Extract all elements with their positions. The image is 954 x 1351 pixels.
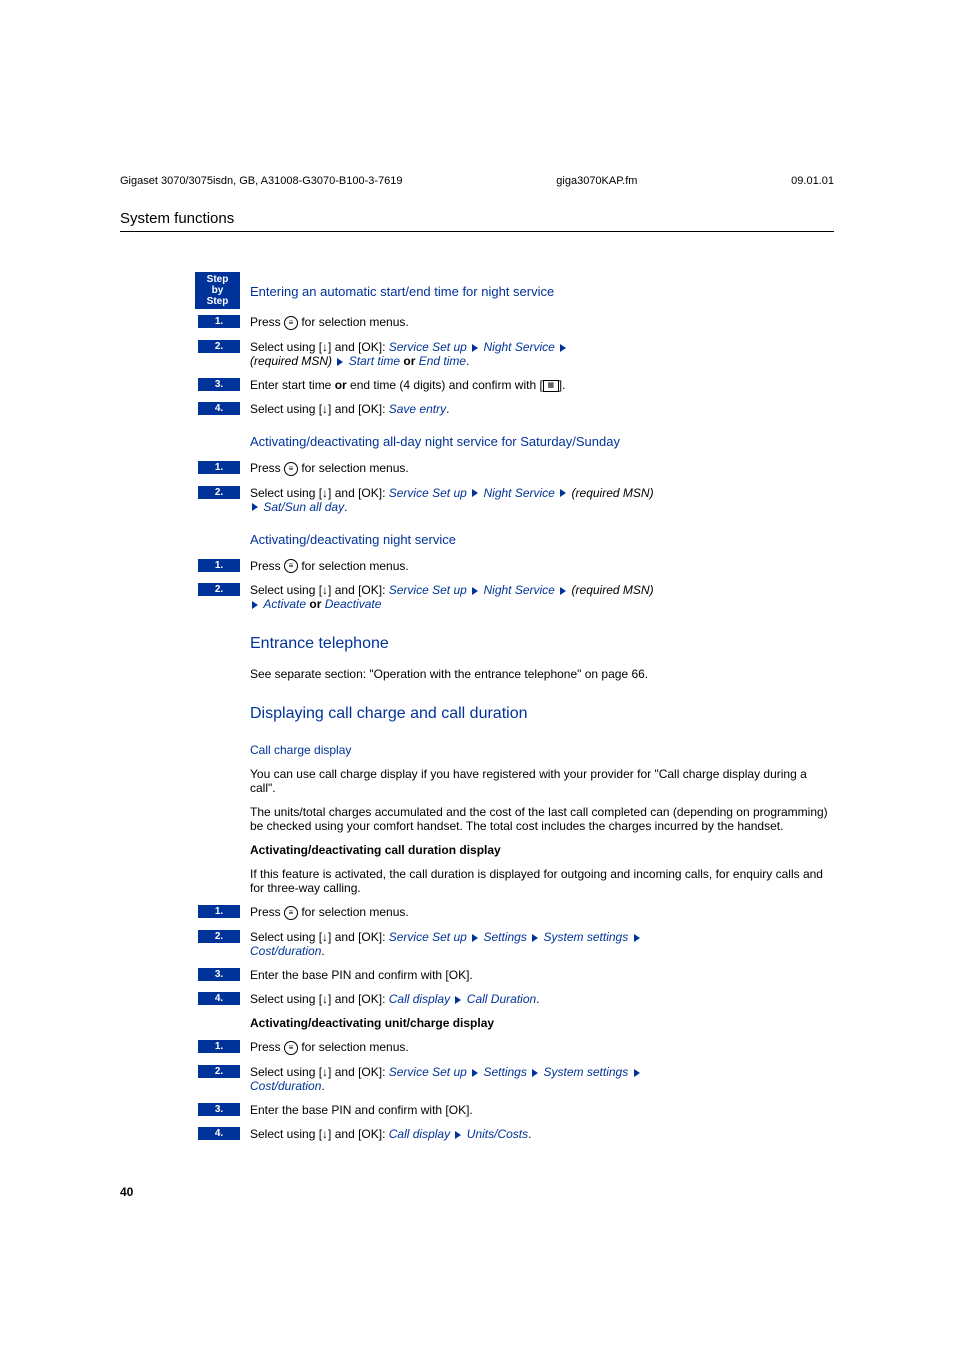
line-press-menu-1: Press ≡ for selection menus. <box>250 315 834 330</box>
step-3e: 3. <box>198 1103 240 1116</box>
line-select-4: Select using [↓] and [OK]: Service Set u… <box>250 930 834 958</box>
step-2e: 2. <box>198 1065 240 1078</box>
heading-act-calldur: Activating/deactivating call duration di… <box>250 843 834 857</box>
step-label-3: Step <box>207 296 229 307</box>
step-2c: 2. <box>198 583 240 596</box>
triangle-icon <box>455 996 461 1004</box>
line-select-1: Select using [↓] and [OK]: Service Set u… <box>250 340 834 368</box>
triangle-icon <box>455 1131 461 1139</box>
heading-callcharge: Call charge display <box>250 743 834 757</box>
line-press-menu-3: Press ≡ for selection menus. <box>250 559 834 574</box>
line-enter-start: Enter start time or end time (4 digits) … <box>250 378 834 392</box>
triangle-icon <box>560 344 566 352</box>
header-left: Gigaset 3070/3075isdn, GB, A31008-G3070-… <box>120 175 403 187</box>
heading-act-unit: Activating/deactivating unit/charge disp… <box>250 1016 834 1030</box>
keypad-icon: ▦ <box>543 380 559 392</box>
step-label-box: Step by Step <box>195 272 240 309</box>
step-1b: 1. <box>198 461 240 474</box>
triangle-icon <box>472 587 478 595</box>
triangle-icon <box>472 1069 478 1077</box>
heading-entrance: Entrance telephone <box>250 635 834 653</box>
line-select-2: Select using [↓] and [OK]: Service Set u… <box>250 486 834 514</box>
header-line: Gigaset 3070/3075isdn, GB, A31008-G3070-… <box>120 175 834 187</box>
line-save: Select using [↓] and [OK]: Save entry. <box>250 402 834 416</box>
line-enter-pin-1: Enter the base PIN and confirm with [OK]… <box>250 968 834 982</box>
step-4: 4. <box>198 402 240 415</box>
line-select-6: Select using [↓] and [OK]: Service Set u… <box>250 1065 834 1093</box>
heading-allday: Activating/deactivating all-day night se… <box>250 434 834 449</box>
step-3d: 3. <box>198 968 240 981</box>
menu-icon: ≡ <box>284 316 298 330</box>
triangle-icon <box>252 503 258 511</box>
line-press-menu-5: Press ≡ for selection menus. <box>250 1040 834 1055</box>
step-4d: 4. <box>198 992 240 1005</box>
step-4e: 4. <box>198 1127 240 1140</box>
triangle-icon <box>472 934 478 942</box>
step-label-2: by <box>212 285 224 296</box>
cc-body2: The units/total charges accumulated and … <box>250 805 834 833</box>
line-select-7: Select using [↓] and [OK]: Call display … <box>250 1127 834 1141</box>
header-right: 09.01.01 <box>791 175 834 187</box>
step-2d: 2. <box>198 930 240 943</box>
entrance-body: See separate section: "Operation with th… <box>250 667 834 681</box>
heading-act-night: Activating/deactivating night service <box>250 532 834 547</box>
triangle-icon <box>252 601 258 609</box>
triangle-icon <box>560 489 566 497</box>
heading-display-charge: Displaying call charge and call duration <box>250 705 834 723</box>
step-2: 2. <box>198 340 240 353</box>
menu-icon: ≡ <box>284 906 298 920</box>
step-1c: 1. <box>198 559 240 572</box>
heading-enter-time: Entering an automatic start/end time for… <box>250 284 834 299</box>
line-select-5: Select using [↓] and [OK]: Call display … <box>250 992 834 1006</box>
step-3: 3. <box>198 378 240 391</box>
line-press-menu-2: Press ≡ for selection menus. <box>250 461 834 476</box>
triangle-icon <box>634 934 640 942</box>
step-2b: 2. <box>198 486 240 499</box>
step-1d: 1. <box>198 905 240 918</box>
header-center: giga3070KAP.fm <box>556 175 637 187</box>
menu-icon: ≡ <box>284 559 298 573</box>
triangle-icon <box>337 358 343 366</box>
step-label-1: Step <box>207 274 229 285</box>
line-press-menu-4: Press ≡ for selection menus. <box>250 905 834 920</box>
section-title: System functions <box>120 210 834 232</box>
acd-body: If this feature is activated, the call d… <box>250 867 834 895</box>
step-1: 1. <box>198 315 240 328</box>
menu-icon: ≡ <box>284 462 298 476</box>
menu-icon: ≡ <box>284 1041 298 1055</box>
triangle-icon <box>560 587 566 595</box>
triangle-icon <box>472 344 478 352</box>
step-1e: 1. <box>198 1040 240 1053</box>
triangle-icon <box>532 934 538 942</box>
triangle-icon <box>532 1069 538 1077</box>
line-select-3: Select using [↓] and [OK]: Service Set u… <box>250 583 834 611</box>
page-number: 40 <box>120 1185 834 1199</box>
triangle-icon <box>472 489 478 497</box>
triangle-icon <box>634 1069 640 1077</box>
line-enter-pin-2: Enter the base PIN and confirm with [OK]… <box>250 1103 834 1117</box>
cc-body1: You can use call charge display if you h… <box>250 767 834 795</box>
